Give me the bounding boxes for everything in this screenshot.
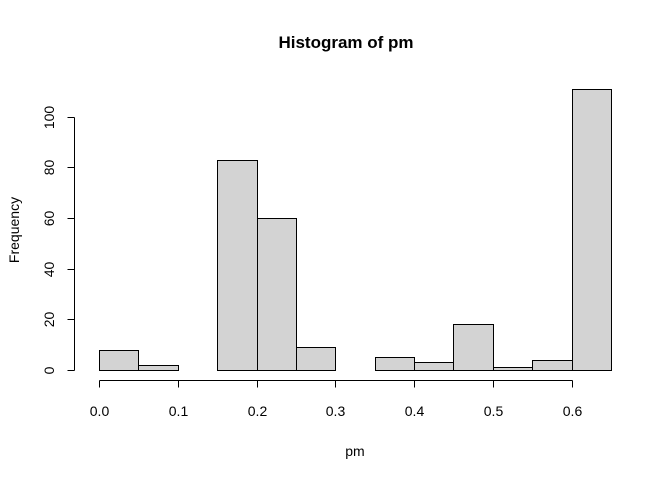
x-axis: 0.0 0.1 0.2 0.3 0.4 0.5 0.6 — [90, 380, 583, 419]
y-tick-label: 40 — [41, 262, 57, 278]
bars-group — [99, 89, 612, 371]
y-axis-label: Frequency — [6, 197, 22, 263]
histogram-bar — [532, 360, 573, 371]
histogram-bar — [217, 160, 258, 371]
x-tick-label: 0.4 — [405, 403, 425, 419]
x-tick-label: 0.5 — [484, 403, 504, 419]
x-tick-label: 0.0 — [90, 403, 110, 419]
x-tick-label: 0.2 — [248, 403, 268, 419]
x-tick-label: 0.6 — [563, 403, 583, 419]
histogram-bar — [453, 324, 494, 371]
y-tick-label: 60 — [41, 211, 57, 227]
histogram-bar — [138, 365, 179, 371]
histogram-bar — [99, 350, 139, 371]
y-tick-label: 80 — [41, 160, 57, 176]
histogram-bar — [414, 362, 454, 371]
x-tick-label: 0.1 — [169, 403, 189, 419]
y-tick-label: 100 — [41, 106, 57, 130]
y-axis: 0 20 40 60 80 100 — [41, 106, 75, 374]
y-tick-label: 20 — [41, 312, 57, 328]
x-tick-label: 0.3 — [326, 403, 346, 419]
chart-title: Histogram of pm — [278, 33, 413, 52]
y-tick-label: 0 — [41, 366, 57, 374]
histogram-bar — [572, 89, 612, 371]
histogram-bar — [257, 218, 297, 371]
histogram-bar — [493, 367, 533, 371]
x-axis-label: pm — [345, 443, 364, 459]
histogram-bar — [296, 347, 336, 371]
histogram-bar — [375, 357, 415, 371]
